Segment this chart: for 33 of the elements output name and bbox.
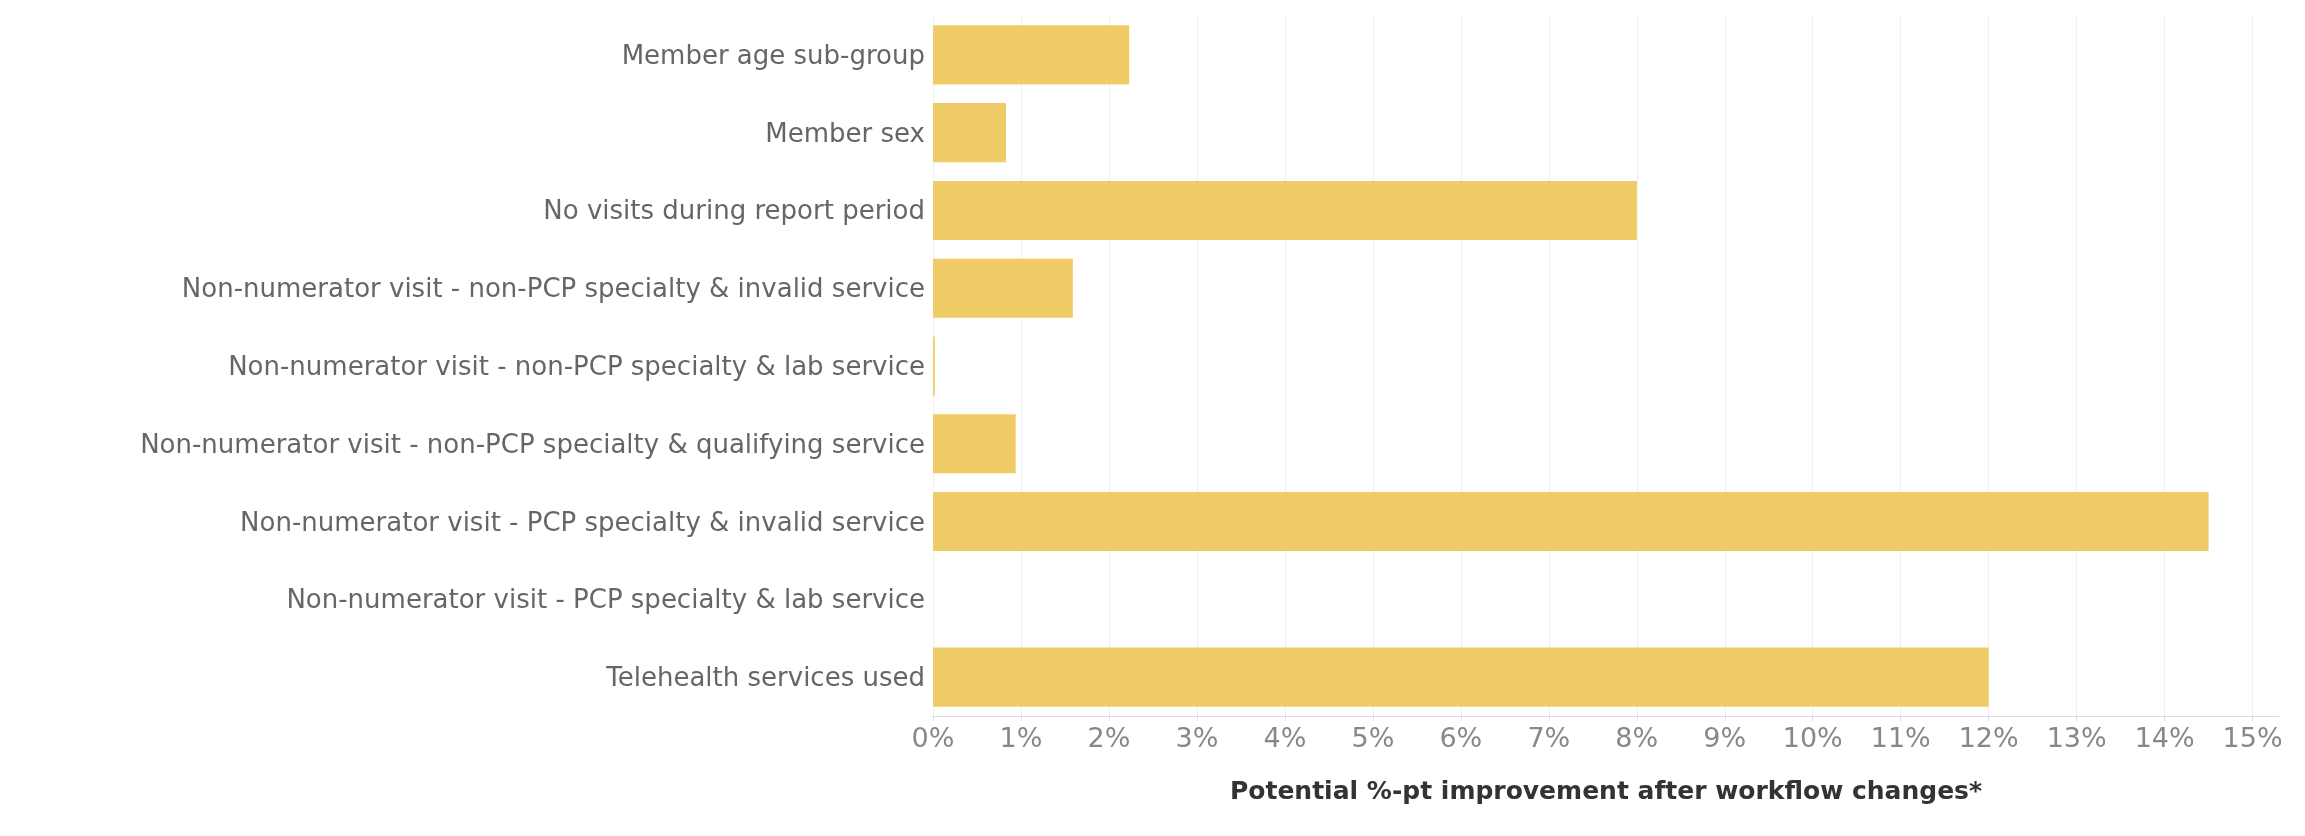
- bar: [933, 414, 1016, 474]
- x-tick-label: 14%: [2134, 722, 2195, 753]
- x-tick-label: 15%: [2222, 722, 2283, 753]
- x-tick-label: 8%: [1615, 722, 1659, 753]
- x-tick-label: 0%: [911, 722, 955, 753]
- x-axis-title: Potential %-pt improvement after workflow changes*: [1229, 776, 1983, 805]
- y-tick-label: Member sex: [765, 117, 925, 148]
- y-tick-label: Non-numerator visit - PCP specialty & lab service: [286, 584, 925, 615]
- x-tick-label: 12%: [1958, 722, 2019, 753]
- y-tick-label: Telehealth services used: [605, 662, 925, 693]
- bar: [933, 180, 1637, 240]
- y-tick-label: Non-numerator visit - non-PCP specialty & invalid service: [181, 273, 925, 304]
- bar: [933, 258, 1073, 318]
- x-tick-label: 3%: [1175, 722, 1219, 753]
- x-tick-label: 9%: [1703, 722, 1747, 753]
- x-tick-label: 5%: [1351, 722, 1395, 753]
- x-tick-label: 2%: [1087, 722, 1131, 753]
- y-tick-label: Non-numerator visit - non-PCP specialty & qualifying service: [140, 428, 925, 459]
- x-tick-label: 6%: [1439, 722, 1483, 753]
- bar: [933, 103, 1007, 163]
- x-tick-label: 13%: [2046, 722, 2107, 753]
- bar: [933, 647, 1989, 707]
- x-tick-label: 7%: [1527, 722, 1571, 753]
- x-tick-label: 4%: [1263, 722, 1307, 753]
- bar: [933, 25, 1130, 85]
- y-tick-label: Member age sub-group: [621, 39, 925, 70]
- x-tick-label: 10%: [1782, 722, 1843, 753]
- y-tick-label: No visits during report period: [543, 195, 925, 226]
- bar: [933, 492, 2209, 552]
- y-tick-label: Non-numerator visit - PCP specialty & invalid service: [240, 506, 925, 537]
- y-tick-label: Non-numerator visit - non-PCP specialty & lab service: [228, 351, 925, 381]
- x-tick-label: 1%: [999, 722, 1043, 753]
- x-tick-label: 11%: [1870, 722, 1931, 753]
